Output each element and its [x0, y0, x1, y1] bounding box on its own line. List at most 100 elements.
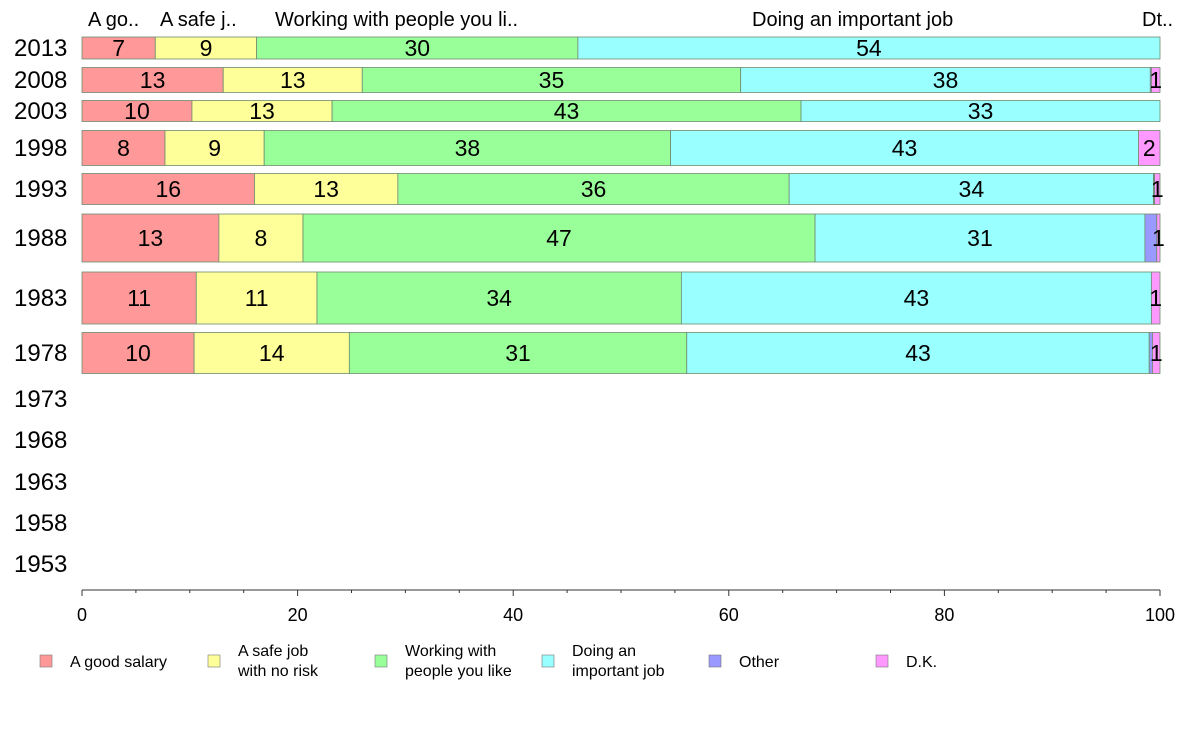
year-label: 1978 — [14, 340, 67, 367]
column-header-label: A safe j.. — [160, 9, 237, 31]
legend-label: with no risk — [237, 663, 319, 680]
year-label: 1973 — [14, 386, 67, 413]
legend-label: important job — [572, 663, 665, 680]
x-axis: 0 20 40 60 80 100 — [77, 589, 1175, 625]
data-label: 10 — [125, 340, 151, 366]
bar-row-2008: 2008 13 13 35 38 1 — [14, 67, 1162, 94]
column-header-label: Doing an important job — [752, 9, 953, 31]
legend-label: A good salary — [70, 654, 167, 671]
bar-segment — [680, 271, 1152, 325]
bar-segment — [1154, 173, 1161, 205]
bar-segment — [814, 213, 1146, 263]
data-label: 33 — [968, 98, 994, 124]
bar-segment — [361, 67, 742, 93]
legend-item: D.K. — [875, 654, 937, 671]
bar-segment — [81, 213, 220, 263]
data-label: 38 — [455, 135, 481, 161]
bar-segment — [788, 173, 1154, 205]
bar-row-1993: 1993 16 13 36 34 1 — [14, 173, 1164, 205]
year-label: 1958 — [14, 510, 67, 537]
bar-segment — [81, 271, 197, 325]
legend-label: Doing an — [572, 643, 636, 660]
year-label: 1963 — [14, 469, 67, 496]
bar-row-1968: 1968 — [14, 427, 67, 454]
legend-item: Doing an important job — [541, 643, 665, 680]
data-label: 43 — [892, 135, 918, 161]
legend-swatch — [374, 654, 388, 668]
year-label: 1953 — [14, 551, 67, 578]
bar-segment — [164, 130, 265, 166]
data-label: 36 — [581, 176, 607, 202]
year-label: 1983 — [14, 285, 67, 312]
bar-segment — [81, 332, 195, 374]
bar-segment — [316, 271, 682, 325]
legend-item: Working with people you like — [374, 643, 512, 680]
data-label: 47 — [546, 225, 572, 251]
bar-row-1983: 1983 11 11 34 43 1 — [14, 271, 1162, 325]
bar-row-2013: 2013 7 9 30 54 — [14, 35, 1161, 62]
data-label: 1 — [1152, 225, 1165, 251]
bar-segment — [1152, 332, 1161, 374]
bar-segment — [254, 173, 399, 205]
bar-row-1998: 1998 8 9 38 43 2 — [14, 130, 1161, 166]
data-label: 1 — [1150, 340, 1163, 366]
bar-segment — [577, 36, 1161, 60]
legend-label: Other — [739, 654, 780, 671]
data-label: 31 — [967, 225, 993, 251]
bar-segment — [222, 67, 363, 93]
data-label: 16 — [155, 176, 181, 202]
year-label: 2003 — [14, 98, 67, 125]
x-tick-label: 0 — [77, 605, 87, 625]
data-label: 1 — [1151, 176, 1164, 202]
data-label: 43 — [554, 98, 580, 124]
legend-swatch — [207, 654, 221, 668]
legend-item: A good salary — [39, 654, 167, 671]
year-label: 1968 — [14, 427, 67, 454]
data-label: 31 — [505, 340, 531, 366]
data-label: 1 — [1149, 67, 1162, 93]
data-label: 8 — [117, 135, 130, 161]
bar-segment — [81, 67, 224, 93]
legend-swatch — [541, 654, 555, 668]
legend-swatch — [708, 654, 722, 668]
data-label: 43 — [905, 340, 931, 366]
year-label: 1998 — [14, 135, 67, 162]
data-label: 14 — [259, 340, 285, 366]
data-label: 7 — [112, 35, 125, 61]
data-label: 9 — [208, 135, 221, 161]
data-label: 35 — [539, 67, 565, 93]
data-label: 54 — [856, 35, 882, 61]
bar-segment — [81, 173, 255, 205]
legend-label: Working with — [405, 643, 496, 660]
data-label: 43 — [904, 285, 930, 311]
data-label: 9 — [200, 35, 213, 61]
bar-segment — [1156, 213, 1161, 263]
data-label: 13 — [140, 67, 166, 93]
bar-segment — [1150, 67, 1161, 93]
bar-segment — [195, 271, 318, 325]
column-header-label: Dt.. — [1142, 9, 1173, 31]
x-tick-label: 60 — [719, 605, 739, 625]
x-tick-label: 80 — [934, 605, 954, 625]
x-tick-label: 100 — [1145, 605, 1175, 625]
legend-item: A safe job with no risk — [207, 643, 319, 680]
legend-label: D.K. — [906, 654, 937, 671]
data-label: 10 — [124, 98, 150, 124]
bar-segment — [397, 173, 790, 205]
bar-row-1978: 1978 10 14 31 43 1 — [14, 332, 1163, 374]
legend-label: A safe job — [238, 643, 308, 660]
bar-segment — [740, 67, 1151, 93]
data-label: 1 — [1149, 285, 1162, 311]
bar-row-2003: 2003 10 13 43 33 — [14, 98, 1161, 125]
bar-segment — [1138, 130, 1161, 166]
data-label: 34 — [959, 176, 985, 202]
column-header-labels: A go.. A safe j.. Working with people you … — [88, 9, 1173, 31]
data-label: 13 — [313, 176, 339, 202]
bar-segment — [1150, 271, 1161, 325]
legend-swatch — [875, 654, 889, 668]
column-header-label: Working with people you li.. — [275, 9, 518, 31]
bar-segment — [686, 332, 1150, 374]
bar-segment — [193, 332, 350, 374]
